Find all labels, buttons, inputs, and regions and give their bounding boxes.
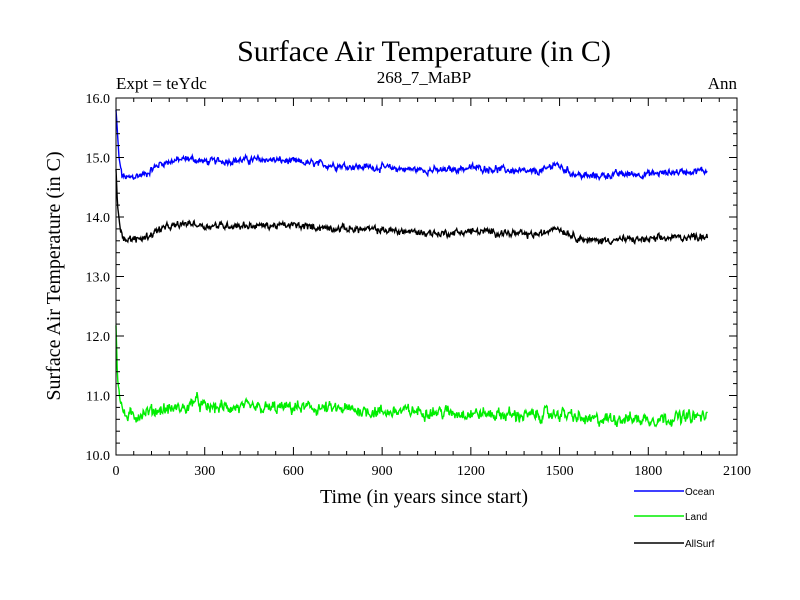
plot-area: [115, 109, 709, 428]
x-axis-label: Time (in years since start): [320, 486, 528, 508]
y-tick-label: 13.0: [86, 271, 111, 286]
axes: 0 300 600 900 1200 1500 1800 2100 10.0 11.0 12.0 13…: [86, 92, 752, 479]
series-line-land: [115, 325, 708, 428]
x-tick-label: 1200: [457, 464, 485, 479]
chart-title: Surface Air Temperature (in C): [237, 35, 611, 68]
y-tick-label: 14.0: [86, 211, 111, 226]
y-tick-label: 10.0: [86, 449, 111, 464]
legend-label-land: Land: [685, 512, 707, 523]
chart-subtitle: 268_7_MaBP: [377, 68, 471, 87]
legend-label-allsurf: AllSurf: [685, 539, 715, 550]
y-tick-label: 16.0: [86, 92, 111, 107]
series-line-allsurf: [115, 168, 709, 245]
x-tick-label: 1800: [634, 464, 662, 479]
x-tick-label: 900: [372, 464, 393, 479]
x-tick-label: 300: [194, 464, 215, 479]
experiment-label: Expt = teYdc: [116, 74, 207, 93]
y-tick-label: 11.0: [86, 390, 110, 405]
y-tick-label: 15.0: [86, 152, 111, 167]
x-tick-label: 2100: [723, 464, 751, 479]
plot-frame: [115, 97, 738, 456]
y-tick-label: 12.0: [86, 330, 111, 345]
legend: Ocean Land AllSurf: [634, 487, 715, 550]
x-tick-label: 600: [283, 464, 304, 479]
x-tick-label: 1500: [546, 464, 574, 479]
y-axis-label: Surface Air Temperature (in C): [43, 151, 65, 400]
series-line-ocean: [115, 109, 708, 182]
season-label: Ann: [708, 74, 738, 93]
x-tick-label: 0: [113, 464, 120, 479]
legend-label-ocean: Ocean: [685, 487, 714, 498]
